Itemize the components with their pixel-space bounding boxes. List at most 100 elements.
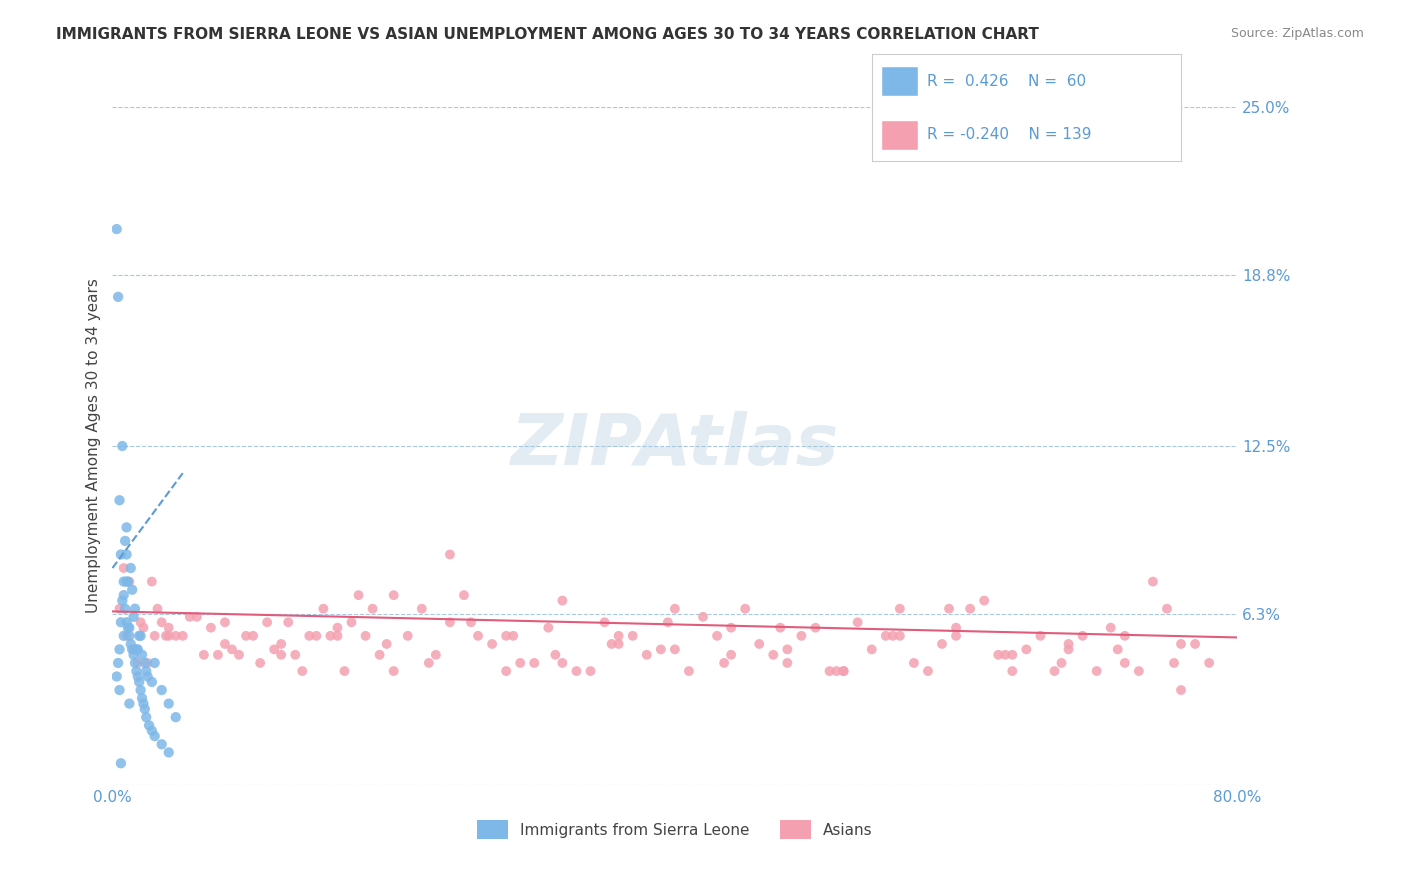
Point [127,669,149,683]
Y-axis label: Unemployment Among Ages 30 to 34 years: Unemployment Among Ages 30 to 34 years [86,278,101,614]
Point [221,642,243,657]
Point [537,621,560,635]
Point [125,642,148,657]
Point [121,582,143,597]
Point [143,729,166,743]
Point [312,601,335,615]
Point [111,439,134,453]
Point [1170,683,1192,698]
Point [135,664,157,678]
Point [112,561,135,575]
Point [495,664,517,678]
Point [565,664,588,678]
Point [127,642,149,657]
Legend: Immigrants from Sierra Leone, Asians: Immigrants from Sierra Leone, Asians [471,814,879,845]
Point [118,697,141,711]
Point [121,642,143,657]
Point [150,737,173,751]
Point [118,621,141,635]
Point [141,674,163,689]
Point [128,674,150,689]
Point [1163,656,1185,670]
Point [110,615,132,630]
Point [987,648,1010,662]
Point [207,648,229,662]
Point [713,656,735,670]
Point [150,683,173,698]
Point [396,629,419,643]
Point [347,588,370,602]
Point [650,642,672,657]
Point [1170,637,1192,651]
Point [762,648,785,662]
Point [128,629,150,643]
Point [607,637,630,651]
Point [150,615,173,630]
Point [146,601,169,615]
Point [157,697,180,711]
Point [270,648,292,662]
Point [129,683,152,698]
Point [1099,621,1122,635]
Point [107,290,129,304]
Point [1029,629,1052,643]
Point [138,718,160,732]
Point [664,642,686,657]
Point [165,710,187,724]
Point [115,548,138,562]
Point [903,656,925,670]
Point [132,621,155,635]
Point [551,656,574,670]
Point [776,656,799,670]
Point [141,723,163,738]
Point [1015,642,1038,657]
Point [551,593,574,607]
Point [1043,664,1066,678]
Point [375,637,398,651]
Point [832,664,855,678]
Point [439,548,461,562]
Point [242,629,264,643]
Point [846,615,869,630]
Point [326,629,349,643]
Point [249,656,271,670]
Point [804,621,827,635]
Point [143,629,166,643]
Point [124,656,146,670]
Point [172,629,194,643]
Point [579,664,602,678]
Point [105,669,128,683]
FancyBboxPatch shape [882,66,918,96]
Point [1107,642,1129,657]
Text: ZIPAtlas: ZIPAtlas [510,411,839,481]
Point [664,601,686,615]
Point [1184,637,1206,651]
Point [945,621,967,635]
Point [131,648,153,662]
Point [108,601,131,615]
Point [115,574,138,589]
Point [179,610,201,624]
Point [361,601,384,615]
Point [114,601,136,615]
Point [769,621,792,635]
Point [959,601,981,615]
Point [889,601,911,615]
Point [186,610,208,624]
Point [790,629,813,643]
Point [411,601,433,615]
Point [333,664,356,678]
Point [157,746,180,760]
Point [112,574,135,589]
Point [256,615,278,630]
Point [973,593,995,607]
Point [115,520,138,534]
Point [122,642,145,657]
Point [453,588,475,602]
Point [825,664,848,678]
Point [600,637,623,651]
Point [917,664,939,678]
Point [214,615,236,630]
Point [131,691,153,706]
Point [692,610,714,624]
